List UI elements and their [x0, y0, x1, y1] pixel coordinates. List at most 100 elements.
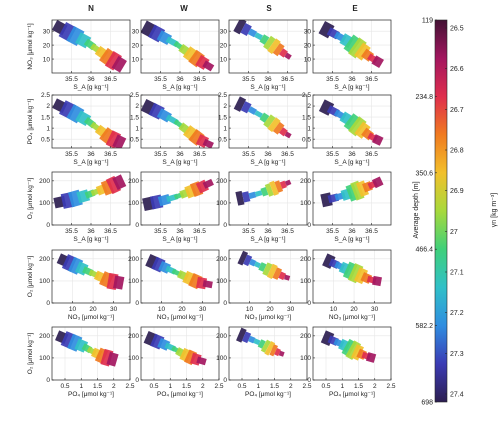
column-title-e: E [352, 4, 358, 13]
x-tick-label: 36 [87, 76, 95, 83]
band-segment [371, 134, 384, 146]
x-tick-label: 20 [178, 306, 186, 313]
band-segment [202, 60, 215, 72]
x-tick-label: 36.5 [281, 228, 294, 235]
y-tick-label: 200 [216, 256, 227, 263]
x-axis-label: PO₄ [μmol kg⁻¹] [329, 391, 375, 398]
axes-frame [140, 326, 220, 381]
band-segment [112, 174, 127, 190]
column-title-n: N [88, 4, 94, 13]
band-segment [66, 26, 85, 47]
band-segment [272, 121, 285, 135]
y-tick-label: 20 [304, 42, 312, 49]
y-tick-label: 10 [220, 56, 228, 63]
data-band [143, 330, 207, 366]
band-segment [196, 356, 207, 366]
data-band [53, 174, 127, 209]
y-tick-label: 0 [135, 222, 139, 229]
x-tick-label: 2 [289, 383, 293, 390]
band-segment [355, 180, 369, 198]
x-tick-label: 0.5 [237, 383, 246, 390]
band-segment [253, 338, 261, 346]
panel-r1-s: 35.5 36 36.5 10 20 30 S_A [g kg⁻¹] [220, 19, 308, 91]
band-segment [371, 176, 384, 189]
x-axis-label: S_A [g kg⁻¹] [250, 236, 285, 243]
y-tick-label: 0 [307, 300, 311, 307]
x-tick-label: 36 [348, 151, 356, 158]
x-tick-label: 36.5 [365, 76, 378, 83]
x-axis-label: S_A [g kg⁻¹] [162, 236, 197, 243]
y-tick-label: 100 [128, 200, 139, 207]
y-tick-label: 200 [300, 333, 311, 340]
axes-frame [228, 326, 308, 381]
band-segment [284, 131, 292, 139]
data-band [55, 330, 119, 367]
y-axis-label: NO₃ [μmol kg⁻¹] [27, 23, 34, 69]
band-segment [104, 51, 122, 71]
x-axis-label: PO₄ [μmol kg⁻¹] [245, 391, 291, 398]
y-tick-label: 0 [307, 222, 311, 229]
x-axis-label: S_A [g kg⁻¹] [73, 84, 108, 91]
x-tick-label: 2.5 [214, 383, 223, 390]
x-tick-label: 1.5 [354, 383, 363, 390]
x-tick-label: 2 [112, 383, 116, 390]
band-segment [202, 138, 214, 148]
y-tick-label: 0 [135, 377, 139, 384]
x-tick-label: 30 [110, 306, 118, 313]
panel-r3-e: 35.5 36 36.5 0 100 200 S_A [g kg⁻¹] [300, 171, 392, 243]
x-tick-label: 36.5 [365, 151, 378, 158]
x-tick-label: 36 [348, 228, 356, 235]
band-segment [263, 114, 276, 128]
data-band [236, 327, 285, 357]
band-segment [58, 22, 77, 42]
band-segment [236, 327, 247, 343]
x-tick-label: 30 [371, 306, 379, 313]
y-tick-label: 2 [135, 103, 139, 110]
band-segment [267, 38, 281, 55]
y-tick-label: 200 [216, 178, 227, 185]
y-tick-label: 2 [307, 103, 311, 110]
band-segment [353, 267, 369, 285]
band-segment [264, 183, 274, 197]
x-axis-label: S_A [g kg⁻¹] [334, 84, 369, 91]
y-tick-label: 200 [216, 333, 227, 340]
x-axis-label: NO₃ [μmol kg⁻¹] [245, 314, 291, 321]
band-segment [247, 106, 257, 115]
panel-r4-e: 10 20 30 0 100 200 NO₃ [μmol kg⁻¹] [300, 249, 392, 321]
y-tick-label: 200 [39, 178, 50, 185]
band-segment [188, 49, 205, 68]
band-segment [248, 191, 257, 200]
y-tick-label: 1 [223, 125, 227, 132]
band-segment [247, 28, 258, 38]
band-segment [188, 128, 205, 146]
y-axis-label: PO₄ [μmol kg⁻¹] [27, 98, 34, 144]
panel-r4-s: 10 20 30 0 100 200 NO₃ [μmol kg⁻¹] [216, 249, 308, 321]
y-tick-label: 200 [128, 178, 139, 185]
y-tick-label: 0 [223, 300, 227, 307]
band-segment [183, 125, 199, 141]
x-tick-label: 36.5 [104, 76, 117, 83]
data-band [320, 330, 377, 363]
y-tick-label: 1.5 [218, 114, 227, 121]
column-title-w: W [180, 4, 188, 13]
band-segment [372, 275, 382, 287]
colorbar-right-tick-label: 26.7 [450, 107, 464, 114]
x-axis-label: S_A [g kg⁻¹] [250, 159, 285, 166]
x-tick-label: 35.5 [242, 151, 255, 158]
band-segment [182, 46, 199, 63]
axes-frame [312, 249, 392, 304]
band-segment [263, 35, 276, 51]
band-segment [233, 20, 247, 35]
band-segment [111, 55, 127, 73]
band-segment [202, 280, 213, 289]
y-tick-label: 100 [300, 278, 311, 285]
y-tick-label: 100 [39, 200, 50, 207]
band-segment [59, 100, 77, 119]
band-segment [278, 127, 288, 137]
band-segment [254, 190, 263, 197]
column-titles: N W S E [88, 4, 358, 13]
data-band [56, 253, 125, 291]
x-axis-label: NO₃ [μmol kg⁻¹] [157, 314, 203, 321]
